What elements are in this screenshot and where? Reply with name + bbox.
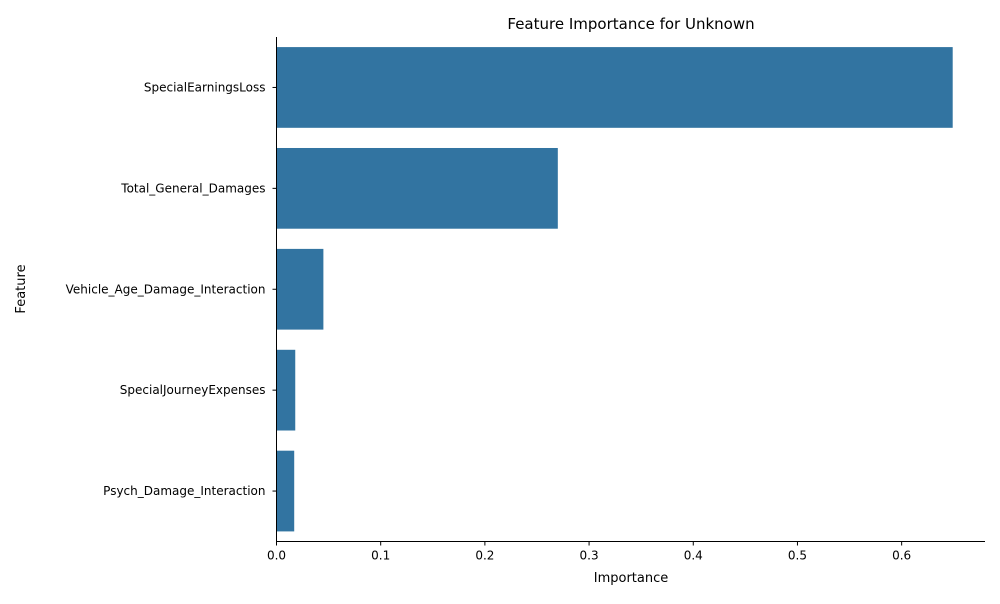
- y-category-label: SpecialEarningsLoss: [144, 80, 266, 94]
- x-tick-label: 0.5: [788, 549, 807, 563]
- x-tick-label: 0.4: [684, 549, 703, 563]
- y-category-labels: SpecialEarningsLoss Total_General_Damages…: [66, 80, 277, 498]
- x-tick-labels: 0.0 0.1 0.2 0.3 0.4 0.5 0.6: [267, 541, 911, 563]
- bar-total-general-damages: [276, 147, 558, 229]
- chart-title: Feature Importance for Unknown: [507, 15, 754, 33]
- x-axis-label: Importance: [594, 571, 669, 586]
- y-category-label: Psych_Damage_Interaction: [103, 484, 265, 498]
- y-category-label: Vehicle_Age_Damage_Interaction: [66, 282, 266, 296]
- x-tick-label: 0.0: [267, 549, 286, 563]
- y-axis-label: Feature: [14, 264, 29, 313]
- bar-vehicle-age-damage-interaction: [276, 248, 324, 330]
- axis-frame-left-bottom: [276, 37, 985, 542]
- x-tick-label: 0.1: [371, 549, 390, 563]
- bar-specialearningsloss: [276, 47, 953, 128]
- x-tick-label: 0.3: [580, 549, 599, 563]
- x-tick-label: 0.2: [475, 549, 494, 563]
- y-category-label: Total_General_Damages: [120, 181, 265, 195]
- y-category-label: SpecialJourneyExpenses: [120, 383, 266, 397]
- bar-psych-damage-interaction: [276, 450, 295, 532]
- bars-layer: [276, 47, 953, 532]
- bar-specialjourneyexpenses: [276, 349, 296, 431]
- x-tick-label: 0.6: [892, 549, 911, 563]
